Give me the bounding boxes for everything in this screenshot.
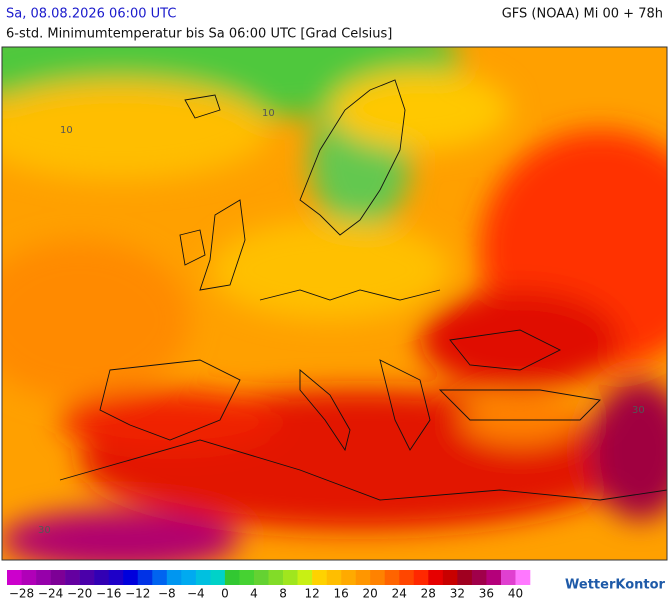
legend-swatch (500, 570, 516, 585)
legend-swatch (297, 570, 313, 585)
subtitle: 6-std. Minimumtemperatur bis Sa 06:00 UT… (6, 27, 392, 42)
contour-label: 30 (38, 525, 51, 536)
legend-label: 4 (250, 587, 258, 600)
legend-label: −24 (38, 587, 63, 600)
color-legend: −28 −24 −20 −16 −12 −8 −4 0 4 8 12 16 20 24 28 32 36 40 (7, 570, 531, 600)
legend-swatch (210, 570, 226, 585)
legend-label: −8 (158, 587, 176, 600)
legend-swatch (384, 570, 400, 585)
legend-swatch (399, 570, 415, 585)
legend-swatch (7, 570, 22, 585)
legend-swatch (181, 570, 197, 585)
legend-swatch (224, 570, 240, 585)
legend-swatch (239, 570, 255, 585)
legend-swatch (428, 570, 444, 585)
contour-label: 10 (262, 108, 275, 119)
model-run: GFS (NOAA) Mi 00 + 78h (502, 7, 663, 22)
logo: WetterKontor (565, 578, 666, 593)
legend-label: 28 (421, 587, 436, 600)
legend-swatch (65, 570, 80, 585)
legend-swatch (123, 570, 139, 585)
legend-label: 32 (450, 587, 465, 600)
legend-label: 8 (279, 587, 287, 600)
contour-label: 30 (632, 405, 645, 416)
legend-swatch (152, 570, 168, 585)
legend-swatch (370, 570, 386, 585)
legend-label: −28 (9, 587, 34, 600)
legend-label: 20 (363, 587, 378, 600)
contour-label: 10 (60, 125, 73, 136)
legend-swatch (94, 570, 109, 585)
legend-swatch (108, 570, 124, 585)
map-frame (1, 46, 668, 561)
legend-swatch (195, 570, 211, 585)
legend-label: −20 (67, 587, 92, 600)
legend-swatch (36, 570, 51, 585)
legend-swatch (515, 570, 531, 585)
legend-swatch (253, 570, 269, 585)
legend-swatch (326, 570, 342, 585)
legend-swatch (312, 570, 327, 585)
legend-label: 40 (508, 587, 523, 600)
legend-swatch (21, 570, 37, 585)
legend-swatch (486, 570, 502, 585)
legend-swatch (50, 570, 66, 585)
legend-label: 36 (479, 587, 494, 600)
legend-swatch (457, 570, 473, 585)
legend-swatch (166, 570, 182, 585)
legend-label: 12 (304, 587, 319, 600)
legend-swatch (355, 570, 371, 585)
legend-swatch (268, 570, 284, 585)
legend-label: 16 (333, 587, 348, 600)
legend-label: −4 (187, 587, 205, 600)
legend-swatch (471, 570, 487, 585)
temperature-field (2, 47, 667, 560)
legend-swatch (413, 570, 429, 585)
valid-time: Sa, 08.08.2026 06:00 UTC (6, 7, 176, 22)
legend-swatch (341, 570, 356, 585)
legend-label: −12 (125, 587, 150, 600)
legend-swatch (283, 570, 298, 585)
legend-swatch (79, 570, 95, 585)
legend-swatch (137, 570, 153, 585)
legend-swatch (442, 570, 458, 585)
legend-label: 24 (392, 587, 407, 600)
legend-label: 0 (221, 587, 229, 600)
legend-label: −16 (96, 587, 121, 600)
